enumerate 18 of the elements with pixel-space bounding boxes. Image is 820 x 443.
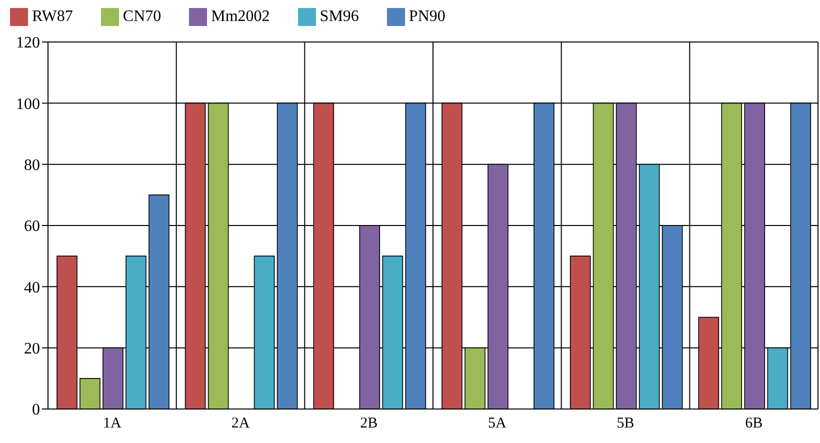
y-tick-label: 100 bbox=[16, 96, 40, 113]
legend-label: RW87 bbox=[32, 8, 73, 25]
legend-label: Mm2002 bbox=[211, 8, 270, 25]
x-tick-label: 2A bbox=[231, 416, 250, 432]
x-tick-label: 6B bbox=[745, 416, 763, 432]
x-tick-label: 2B bbox=[360, 416, 378, 432]
y-tick-label: 120 bbox=[16, 34, 40, 52]
x-tick-label: 1A bbox=[102, 416, 122, 432]
y-tick-label: 40 bbox=[24, 279, 40, 296]
legend-label: CN70 bbox=[122, 8, 162, 25]
y-tick-label: 60 bbox=[24, 218, 40, 236]
y-tick-label: 20 bbox=[24, 340, 40, 358]
legend-label: SM96 bbox=[320, 8, 359, 25]
y-tick-label: 80 bbox=[24, 157, 40, 174]
x-tick-label: 5B bbox=[616, 416, 634, 432]
x-tick-label: 5A bbox=[488, 416, 506, 432]
legend-label: PN90 bbox=[408, 8, 446, 25]
y-tick-label: 0 bbox=[32, 402, 40, 419]
